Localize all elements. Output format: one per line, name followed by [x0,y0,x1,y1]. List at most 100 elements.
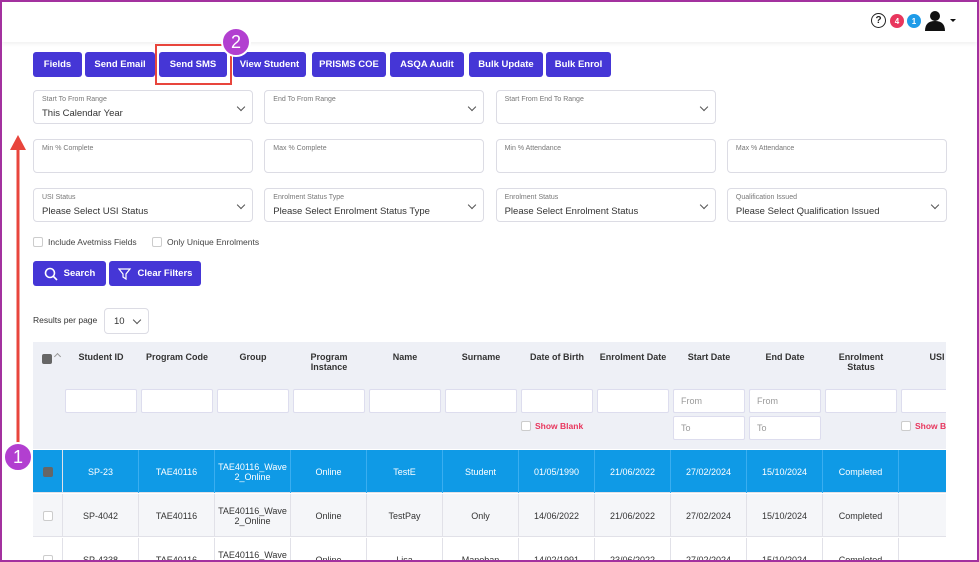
column-header: Date of Birth [530,352,584,362]
toolbar-button[interactable]: Bulk Enrol [546,52,611,77]
button-icon [44,267,58,281]
row-checkbox-cell [33,450,63,493]
filter-label: Max % Complete [273,145,327,152]
show-blank-option[interactable]: Show Blank [521,421,583,431]
date-to-filter[interactable]: To [673,416,745,440]
column-header: Group [239,352,267,362]
checkbox [33,237,43,247]
table-cell: TAE40116_Wave 2_Online [215,494,291,537]
filter-field[interactable]: Start To From Range This Calendar Year [33,90,253,124]
toolbar-button[interactable]: Send Email [85,52,155,77]
filter-field[interactable]: Enrolment Status Type Please Select Enrol… [264,188,485,222]
row-checkbox[interactable] [42,554,53,560]
table-cell: Online [291,494,367,537]
column-filter[interactable] [65,389,137,413]
action-button[interactable]: Search [33,261,106,286]
filter-field[interactable]: Min % Attendance [495,139,716,173]
column-filter[interactable] [521,389,593,413]
toolbar-button[interactable]: ASQA Audit [390,52,464,77]
step-annotation: 2 [221,27,251,57]
filter-label: End To From Range [273,96,336,103]
filter-field[interactable]: Enrolment Status Please Select Enrolment … [495,188,716,222]
table-cell: TAE40116 [139,450,215,493]
table-row[interactable] [33,450,946,493]
filter-label: Enrolment Status [504,194,559,201]
help-icon[interactable]: ? [871,13,886,28]
filter-field[interactable]: Max % Complete [264,139,485,173]
toolbar-button[interactable]: Bulk Update [469,52,543,77]
toolbar-button[interactable]: Send SMS [159,52,227,77]
notification-badge[interactable]: 4 [890,14,904,28]
table-row[interactable] [33,538,946,560]
button-label: Search [63,268,96,279]
button-label: Clear Filters [137,268,193,279]
show-blank-label: Show Blank [535,421,584,431]
row-checkbox-cell [33,538,63,560]
toolbar-button[interactable]: View Student [233,52,306,77]
column-filter[interactable] [369,389,441,413]
filter-label: Min % Complete [42,145,94,152]
results-select[interactable]: 10 [104,308,149,334]
table-cell: 15/10/2024 [747,450,823,493]
table-cell: Completed [823,538,899,560]
action-button[interactable]: Clear Filters [109,261,201,286]
filter-field[interactable]: Min % Complete [33,139,253,173]
column-header: Program Code [145,352,208,362]
column-header: End Date [765,352,805,362]
filter-field[interactable]: Qualification Issued Please Select Qualif… [726,188,947,222]
table-cell: 23/06/2022 [595,538,671,560]
date-from-filter[interactable]: From [749,389,821,413]
table-cell: SP-23 [63,450,139,493]
notification-badge[interactable]: 1 [907,14,921,28]
column-filter[interactable] [901,389,946,413]
filter-label: Qualification Issued [735,194,797,201]
checkbox-option[interactable]: Include Avetmiss Fields [33,237,137,247]
table-cell: Lisa [367,538,443,560]
table-cell: TAE40116 [139,538,215,560]
filter-field[interactable]: USI Status Please Select USI Status [33,188,253,222]
checkbox-option[interactable]: Only Unique Enrolments [152,237,259,247]
filter-field[interactable]: Max % Attendance [726,139,947,173]
row-checkbox-cell [33,494,63,537]
row-checkbox[interactable] [42,510,53,521]
dropdown-caret [930,200,940,210]
table-cell: 27/02/2024 [671,450,747,493]
table-cell-empty [899,494,946,537]
filter-label: Enrolment Status Type [273,194,344,201]
table-cell: Online [291,538,367,560]
table: Student ID Program Code Group Program Insta… [33,342,946,560]
toolbar-button[interactable]: Fields [33,52,82,77]
column-header: USI [929,352,945,362]
header-checkbox [42,352,62,364]
show-blank-label: Show Blank [915,421,946,431]
filter-field[interactable]: Start From End To Range [495,90,716,124]
column-header: Enrolment Status [838,352,884,372]
column-filter[interactable] [825,389,897,413]
toolbar-button[interactable]: PRISMS COE [312,52,386,77]
table-cell: 15/10/2024 [747,494,823,537]
table-cell: 21/06/2022 [595,450,671,493]
column-filter[interactable] [597,389,669,413]
checkbox [152,237,162,247]
table-cell: Completed [823,494,899,537]
column-filter[interactable] [293,389,365,413]
step-annotation: 1 [3,442,33,472]
table-row[interactable] [33,494,946,537]
table-cell: Online [291,450,367,493]
date-from-filter[interactable]: From [673,389,745,413]
user-icon[interactable] [925,10,959,32]
filter-value: This Calendar Year [42,108,123,119]
row-checkbox[interactable] [42,466,53,477]
date-to-filter[interactable]: To [749,416,821,440]
column-filter[interactable] [445,389,517,413]
filter-label: Max % Attendance [735,145,795,152]
dropdown-caret [236,102,246,112]
filter-field[interactable]: End To From Range [264,90,485,124]
table-cell: 27/02/2024 [671,538,747,560]
column-header: Start Date [687,352,731,362]
column-filter[interactable] [217,389,289,413]
show-blank-option[interactable]: Show Blank [901,421,946,431]
column-filter[interactable] [141,389,213,413]
results-label: Results per page [33,315,98,325]
